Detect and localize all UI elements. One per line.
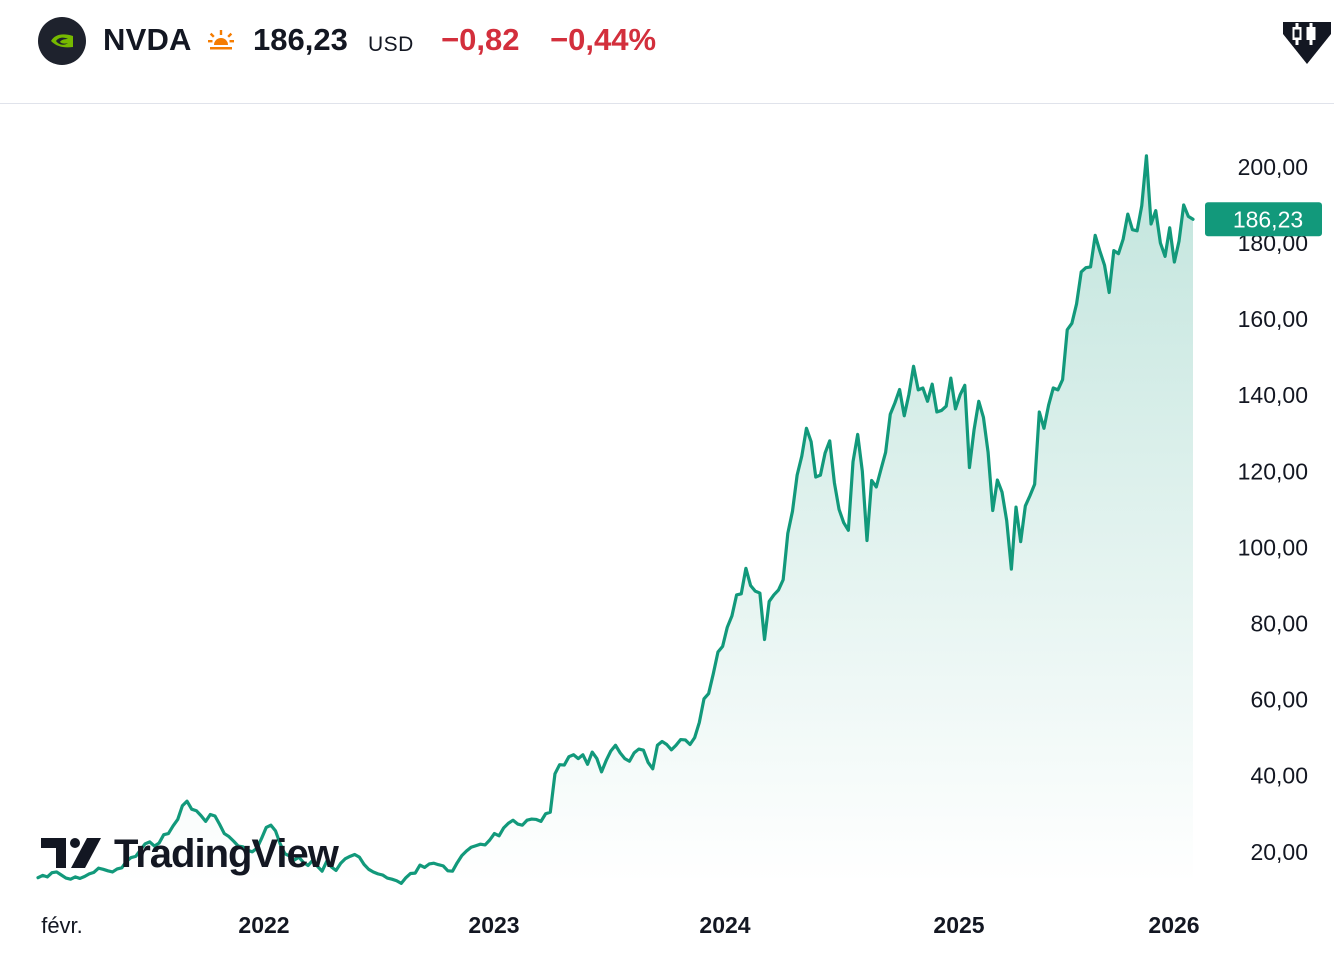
price-line [36,154,1195,885]
y-tick-label: 140,00 [1238,382,1308,408]
last-price: 186,23 [253,22,348,57]
tradingview-watermark: TradingView [41,832,341,876]
nvidia-logo-icon [38,17,86,65]
y-tick-label: 200,00 [1238,154,1308,180]
y-axis: 20,00 40,00 60,00 80,00 100,00 120,00 140,00 16… [1238,154,1308,865]
x-tick-label: 2026 [1148,912,1199,938]
last-value-background [1205,202,1322,237]
x-tick-label: févr. [41,913,83,938]
price-chart[interactable]: 20,00 40,00 60,00 80,00 100,00 120,00 140,00 16… [0,104,1334,966]
price-area-fill [38,155,1193,884]
last-value-marker: 186,23 [1205,202,1322,237]
x-tick-label: 2023 [468,912,519,938]
last-value-label: 186,23 [1233,206,1303,232]
y-tick-label: 40,00 [1250,763,1308,789]
y-tick-label: 120,00 [1238,458,1308,484]
y-tick-label: 60,00 [1250,687,1308,713]
ticker-symbol[interactable]: NVDA [103,22,192,57]
price-change-percent: −0,44% [550,22,657,57]
y-tick-label: 100,00 [1238,534,1308,560]
x-tick-label: 2024 [699,912,750,938]
y-tick-label: 20,00 [1250,839,1308,865]
tradingview-logo-icon [41,838,101,868]
x-tick-label: 2025 [933,912,984,938]
x-tick-label: 2022 [238,912,289,938]
price-change: −0,82 [441,22,520,57]
symbol-header: NVDA 186,23 USD −0,82 −0,44% [0,0,1334,104]
watermark-text: TradingView [114,832,340,876]
sun-icon [206,27,236,53]
candlestick-icon[interactable] [1281,14,1334,66]
y-tick-label: 80,00 [1250,611,1308,637]
currency-label: USD [368,33,414,56]
x-axis: févr. 2022 2023 2024 2025 2026 [41,912,1199,938]
y-tick-label: 160,00 [1238,306,1308,332]
